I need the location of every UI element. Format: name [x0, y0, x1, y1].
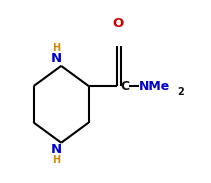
Text: NMe: NMe: [138, 79, 170, 93]
Text: O: O: [112, 17, 124, 30]
Text: H: H: [53, 155, 61, 165]
Text: N: N: [51, 143, 62, 156]
Text: H: H: [53, 43, 61, 53]
Text: C: C: [120, 79, 129, 93]
Text: 2: 2: [177, 87, 184, 97]
Text: N: N: [51, 52, 62, 65]
